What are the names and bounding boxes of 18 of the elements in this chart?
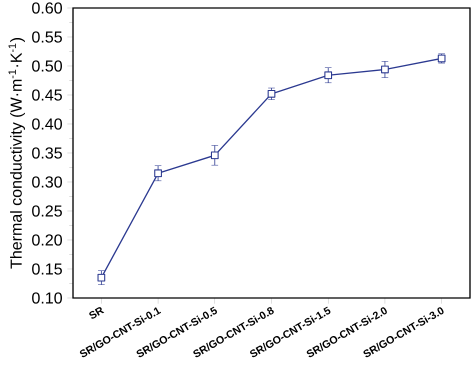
point [268, 90, 276, 98]
y-tick-label: 0.30 [32, 176, 62, 188]
y-tick-label: 0.20 [32, 234, 62, 246]
y-tick-label: 0.10 [32, 292, 62, 304]
point [154, 169, 162, 178]
y-axis-title: Thermal conductivity (W·m$^{-1}$·K$^{-1}$) [8, 38, 25, 269]
y-tick-label: 0.60 [32, 2, 62, 14]
y-tick-label: 0.40 [32, 118, 62, 130]
y-tick-label: 0.55 [32, 31, 62, 43]
y-tick-label: 0.35 [32, 147, 62, 159]
point [324, 71, 332, 80]
y-tick-label: 0.45 [32, 89, 62, 101]
y-tick-label: 0.50 [32, 60, 62, 72]
point [97, 274, 106, 282]
y-tick-label: 0.25 [32, 205, 62, 217]
point [210, 151, 219, 160]
point [381, 66, 389, 74]
y-tick-label: 0.15 [32, 263, 62, 275]
